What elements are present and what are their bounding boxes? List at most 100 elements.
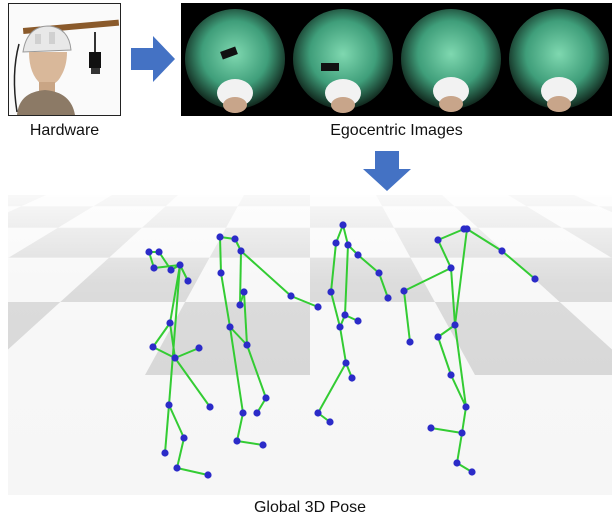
skeleton-bone [152,346,176,359]
skeleton-joint [384,294,392,302]
egocentric-frame-2 [293,9,393,113]
skeleton-joint [239,409,247,417]
skeleton-joint [427,424,435,432]
skeleton-joint [348,374,356,382]
skeleton-bone [317,362,347,414]
skeleton-joint [173,464,181,472]
skeleton-joint [259,441,267,449]
skeleton-joint [342,359,350,367]
skeleton-joint [314,303,322,311]
skeleton-bone [243,291,248,346]
down-arrow-icon [363,151,411,191]
skeleton-joint [463,225,471,233]
skeleton-bone [239,250,242,306]
skeleton-joint [145,248,153,256]
egocentric-frame-1 [185,9,285,113]
skeleton-bone [437,228,465,241]
skeleton-group [145,221,539,479]
skeleton-joint [149,343,157,351]
skeleton-joint [233,437,241,445]
skeleton-joint [468,468,476,476]
skeleton-joint [447,264,455,272]
skeleton-bone [450,267,456,326]
skeleton-bone [430,427,463,434]
skeleton-bone [174,357,211,408]
skeleton-joint [462,403,470,411]
skeleton-bone [176,437,185,469]
global-3d-pose-caption: Global 3D Pose [253,499,367,516]
skeleton-joint [434,333,442,341]
skeleton-joint [226,323,234,331]
skeleton-bone [219,236,222,274]
skeleton-bone [456,432,463,464]
skeleton-bone [437,336,452,376]
skeleton-joint [262,394,270,402]
hardware-image [8,3,121,116]
skeleton-joint [327,288,335,296]
skeleton-joint [336,323,344,331]
egocentric-images-caption: Egocentric Images [330,122,463,139]
skeleton-joint [406,338,414,346]
skeleton-joint [216,233,224,241]
skeleton-bone [501,250,536,280]
skeleton-bone [169,322,176,359]
skeleton-bone [357,254,380,274]
skeleton-joint [375,269,383,277]
skeleton-bone [344,244,349,316]
skeleton-bone [466,228,503,252]
skeleton-joint [531,275,539,283]
hardware-caption: Hardware [29,122,100,139]
skeleton-joint [166,319,174,327]
skeleton-joint [204,471,212,479]
skeleton-bone [330,291,341,328]
skeleton-joint [451,321,459,329]
skeleton-4 [400,225,539,476]
skeleton-bone [290,295,319,308]
skeleton-bone [236,440,264,446]
skeleton-bone [168,404,185,439]
egocentric-image-strip [181,3,612,116]
skeleton-joint [167,266,175,274]
skeleton-bone [236,412,244,442]
skeleton-joint [206,403,214,411]
skeleton-joint [341,311,349,319]
skeleton-joint [171,354,179,362]
skeleton-joint [180,434,188,442]
skeleton-joint [237,247,245,255]
skeleton-bone [168,264,181,406]
skeleton-bone [403,267,452,292]
skeleton-bone [220,272,231,328]
skeleton-joint [217,269,225,277]
skeleton-joint [453,459,461,467]
skeleton-bone [450,374,467,408]
right-arrow-icon [131,36,175,82]
skeleton-joint [434,236,442,244]
skeleton-joint [161,449,169,457]
skeleton-joint [332,239,340,247]
skeleton-joint [447,371,455,379]
skeleton-joint [344,241,352,249]
checkerboard-floor [8,195,612,495]
skeleton-bone [437,239,452,269]
skeleton-bone [454,324,467,408]
skeleton-joint [354,251,362,259]
skeleton-bone [330,242,337,293]
skeleton-joint [155,248,163,256]
skeleton-joint [354,317,362,325]
skeleton-bone [229,326,244,414]
skeleton-bone [339,326,347,364]
global-3d-pose-render [8,195,612,495]
skeleton-bone [153,264,181,269]
egocentric-frame-4 [509,9,609,112]
skeleton-joint [150,264,158,272]
skeleton-joint [176,261,184,269]
skeleton-bone [176,467,209,476]
skeleton-bone [240,250,292,297]
skeleton-joint [243,341,251,349]
skeleton-joint [498,247,506,255]
skeleton-joint [195,344,203,352]
skeleton-joint [314,409,322,417]
skeleton-bone [164,404,170,454]
egocentric-frame-3 [401,9,501,112]
skeleton-joint [236,301,244,309]
